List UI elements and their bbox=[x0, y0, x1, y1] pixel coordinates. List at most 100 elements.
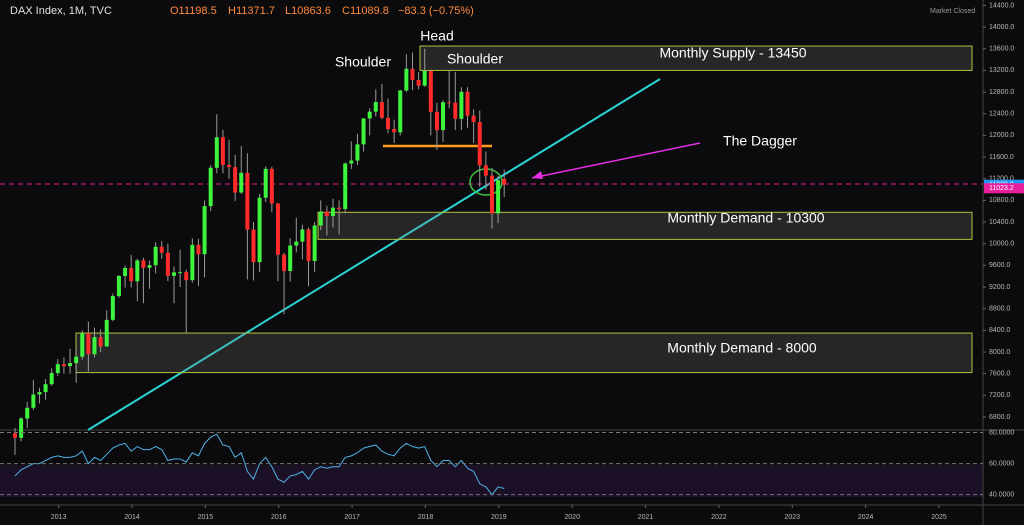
y-tick-label: 10000.0 bbox=[989, 241, 1014, 248]
y2-tick-label: 40.0000 bbox=[989, 492, 1014, 499]
candle-body bbox=[465, 91, 470, 116]
y-tick-label: 11600.0 bbox=[989, 154, 1014, 161]
candle-body bbox=[159, 246, 164, 253]
candle-body bbox=[392, 129, 397, 133]
candle-body bbox=[141, 260, 146, 268]
candle-body bbox=[275, 203, 280, 255]
y-tick-label: 8800.0 bbox=[989, 306, 1011, 313]
x-tick-label: 2020 bbox=[564, 514, 580, 521]
close-label: C11089.8 bbox=[342, 5, 389, 17]
y-tick-label: 8000.0 bbox=[989, 349, 1011, 356]
candle-body bbox=[324, 211, 329, 217]
arrow-head bbox=[532, 171, 543, 179]
price-tag bbox=[984, 183, 1024, 194]
x-tick-label: 2013 bbox=[51, 514, 67, 521]
candle-body bbox=[483, 165, 488, 176]
candle-body bbox=[386, 117, 391, 129]
zone bbox=[75, 332, 973, 374]
y-tick-label: 12400.0 bbox=[989, 111, 1014, 118]
candle-body bbox=[61, 364, 66, 367]
x-tick-label: 2021 bbox=[638, 514, 654, 521]
candle-body bbox=[31, 394, 36, 408]
open-label: O11198.5 bbox=[170, 5, 217, 17]
annotation: Monthly Demand - 10300 bbox=[667, 210, 824, 226]
candle-body bbox=[116, 275, 121, 297]
y-tick-label: 9600.0 bbox=[989, 262, 1011, 269]
candle-body bbox=[471, 115, 476, 123]
candle-body bbox=[214, 137, 219, 168]
candle-body bbox=[110, 296, 115, 320]
candle-body bbox=[300, 229, 305, 242]
x-tick-label: 2023 bbox=[784, 514, 800, 521]
candle-body bbox=[373, 102, 378, 112]
trend-line bbox=[87, 78, 661, 431]
candle-body bbox=[37, 392, 42, 395]
candle-body bbox=[68, 363, 73, 367]
candle-body bbox=[13, 433, 17, 438]
x-tick-label: 2017 bbox=[344, 514, 360, 521]
x-tick-label: 2024 bbox=[858, 514, 874, 521]
annotation: Shoulder bbox=[335, 54, 391, 70]
candle-body bbox=[123, 267, 128, 276]
candle-body bbox=[135, 260, 140, 282]
annotation: The Dagger bbox=[723, 133, 797, 149]
candle-body bbox=[257, 197, 262, 263]
candle-body bbox=[49, 373, 54, 385]
y-tick-label: 8400.0 bbox=[989, 327, 1011, 334]
low-label: L10863.6 bbox=[285, 5, 331, 17]
candle-body bbox=[233, 167, 238, 193]
candle-body bbox=[282, 254, 287, 272]
rsi-band bbox=[0, 465, 983, 497]
candle-body bbox=[337, 207, 342, 210]
candle-body bbox=[361, 118, 366, 145]
y2-tick-label: 80.0000 bbox=[989, 429, 1014, 436]
candle-body bbox=[441, 102, 446, 131]
zone bbox=[419, 45, 973, 71]
price-tag-label: 11023.2 bbox=[989, 185, 1014, 192]
candle-body bbox=[171, 272, 176, 276]
candle-body bbox=[428, 70, 433, 112]
x-tick-label: 2018 bbox=[418, 514, 434, 521]
candle-body bbox=[147, 265, 152, 268]
candle-body bbox=[489, 175, 494, 214]
candle-body bbox=[153, 246, 158, 266]
y-tick-label: 7600.0 bbox=[989, 371, 1011, 378]
x-tick-label: 2019 bbox=[491, 514, 507, 521]
y-tick-label: 12800.0 bbox=[989, 89, 1014, 96]
y-tick-label: 11200.0 bbox=[989, 176, 1014, 183]
annotation: Head bbox=[420, 28, 453, 44]
annotation: Monthly Supply - 13450 bbox=[659, 45, 806, 61]
y-tick-label: 6800.0 bbox=[989, 414, 1011, 421]
candle-body bbox=[459, 91, 464, 119]
marks bbox=[13, 45, 973, 496]
candle-body bbox=[80, 333, 85, 357]
candle-body bbox=[165, 252, 170, 276]
candle-body bbox=[477, 122, 482, 166]
candle-body bbox=[502, 178, 507, 185]
candle-body bbox=[184, 272, 189, 281]
candle-body bbox=[202, 206, 207, 255]
candle-body bbox=[306, 229, 311, 262]
candle-body bbox=[104, 319, 109, 347]
y-tick-label: 14400.0 bbox=[989, 2, 1014, 9]
candle-body bbox=[349, 160, 354, 164]
candle-body bbox=[330, 207, 335, 217]
annotation: Monthly Demand - 8000 bbox=[667, 340, 817, 356]
annotation: Shoulder bbox=[447, 51, 503, 67]
candle-body bbox=[55, 364, 60, 374]
candle-body bbox=[43, 384, 48, 393]
candle-body bbox=[92, 337, 97, 355]
candle-body bbox=[220, 137, 225, 165]
y-tick-label: 9200.0 bbox=[989, 284, 1011, 291]
candle-body bbox=[269, 168, 274, 204]
candle-body bbox=[129, 267, 134, 282]
candle-body bbox=[404, 68, 409, 91]
candle-body bbox=[434, 111, 439, 131]
candle-body bbox=[379, 102, 384, 118]
zone bbox=[317, 211, 973, 240]
candle-body bbox=[416, 79, 421, 86]
x-tick-label: 2022 bbox=[711, 514, 727, 521]
y-tick-label: 10800.0 bbox=[989, 197, 1014, 204]
